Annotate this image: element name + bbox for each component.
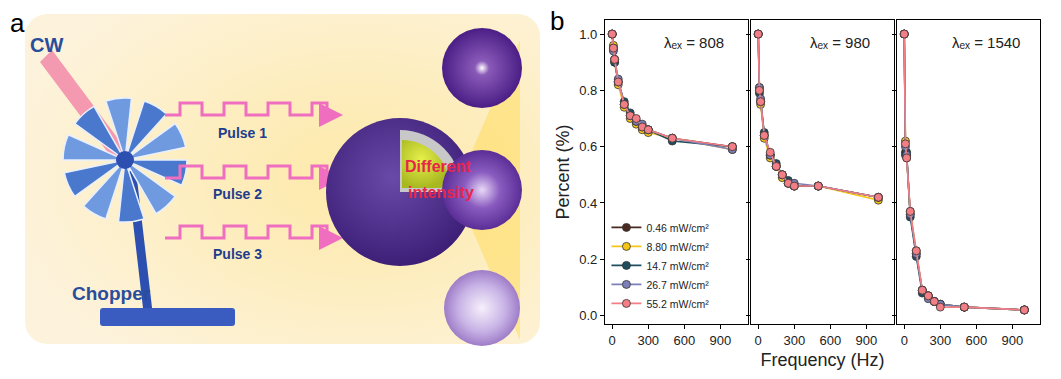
svg-text:300: 300 [929, 333, 951, 348]
svg-text:0.0: 0.0 [579, 308, 597, 323]
svg-text:600: 600 [819, 333, 841, 348]
svg-text:0.6: 0.6 [579, 139, 597, 154]
svg-text:0: 0 [609, 333, 616, 348]
svg-text:300: 300 [783, 333, 805, 348]
svg-text:0.4: 0.4 [579, 196, 597, 211]
svg-text:1.0: 1.0 [579, 27, 597, 42]
svg-text:Pulse 1: Pulse 1 [218, 125, 267, 141]
svg-text:26.7 mW/cm²: 26.7 mW/cm² [646, 279, 709, 291]
svg-text:600: 600 [673, 333, 695, 348]
svg-text:λₑₓ = 1540: λₑₓ = 1540 [952, 34, 1020, 51]
svg-text:Pulse 2: Pulse 2 [213, 186, 262, 202]
svg-text:300: 300 [637, 333, 659, 348]
svg-text:900: 900 [1002, 333, 1024, 348]
svg-text:0.46 mW/cm²: 0.46 mW/cm² [646, 222, 709, 234]
svg-text:600: 600 [965, 333, 987, 348]
svg-text:λₑₓ = 980: λₑₓ = 980 [810, 34, 870, 51]
svg-text:55.2 mW/cm²: 55.2 mW/cm² [646, 298, 709, 310]
svg-text:Different: Different [405, 158, 471, 175]
svg-text:Pulse 3: Pulse 3 [213, 246, 262, 262]
svg-text:Frequency (Hz): Frequency (Hz) [760, 350, 884, 370]
svg-text:CW: CW [30, 34, 63, 56]
svg-text:0.2: 0.2 [579, 252, 597, 267]
svg-text:8.80 mW/cm²: 8.80 mW/cm² [646, 241, 709, 253]
svg-text:0: 0 [755, 333, 762, 348]
svg-text:900: 900 [709, 333, 731, 348]
svg-text:intensity: intensity [408, 184, 474, 201]
svg-text:0.8: 0.8 [579, 83, 597, 98]
svg-text:0: 0 [901, 333, 908, 348]
svg-text:900: 900 [856, 333, 878, 348]
svg-text:Percent (%): Percent (%) [553, 124, 573, 219]
svg-text:λₑₓ = 808: λₑₓ = 808 [664, 34, 724, 51]
html-text:a: a [10, 8, 25, 38]
svg-text:14.7 mW/cm²: 14.7 mW/cm² [646, 260, 709, 272]
html-text:b: b [550, 6, 565, 36]
svg-text:Chopper: Chopper [72, 283, 151, 304]
